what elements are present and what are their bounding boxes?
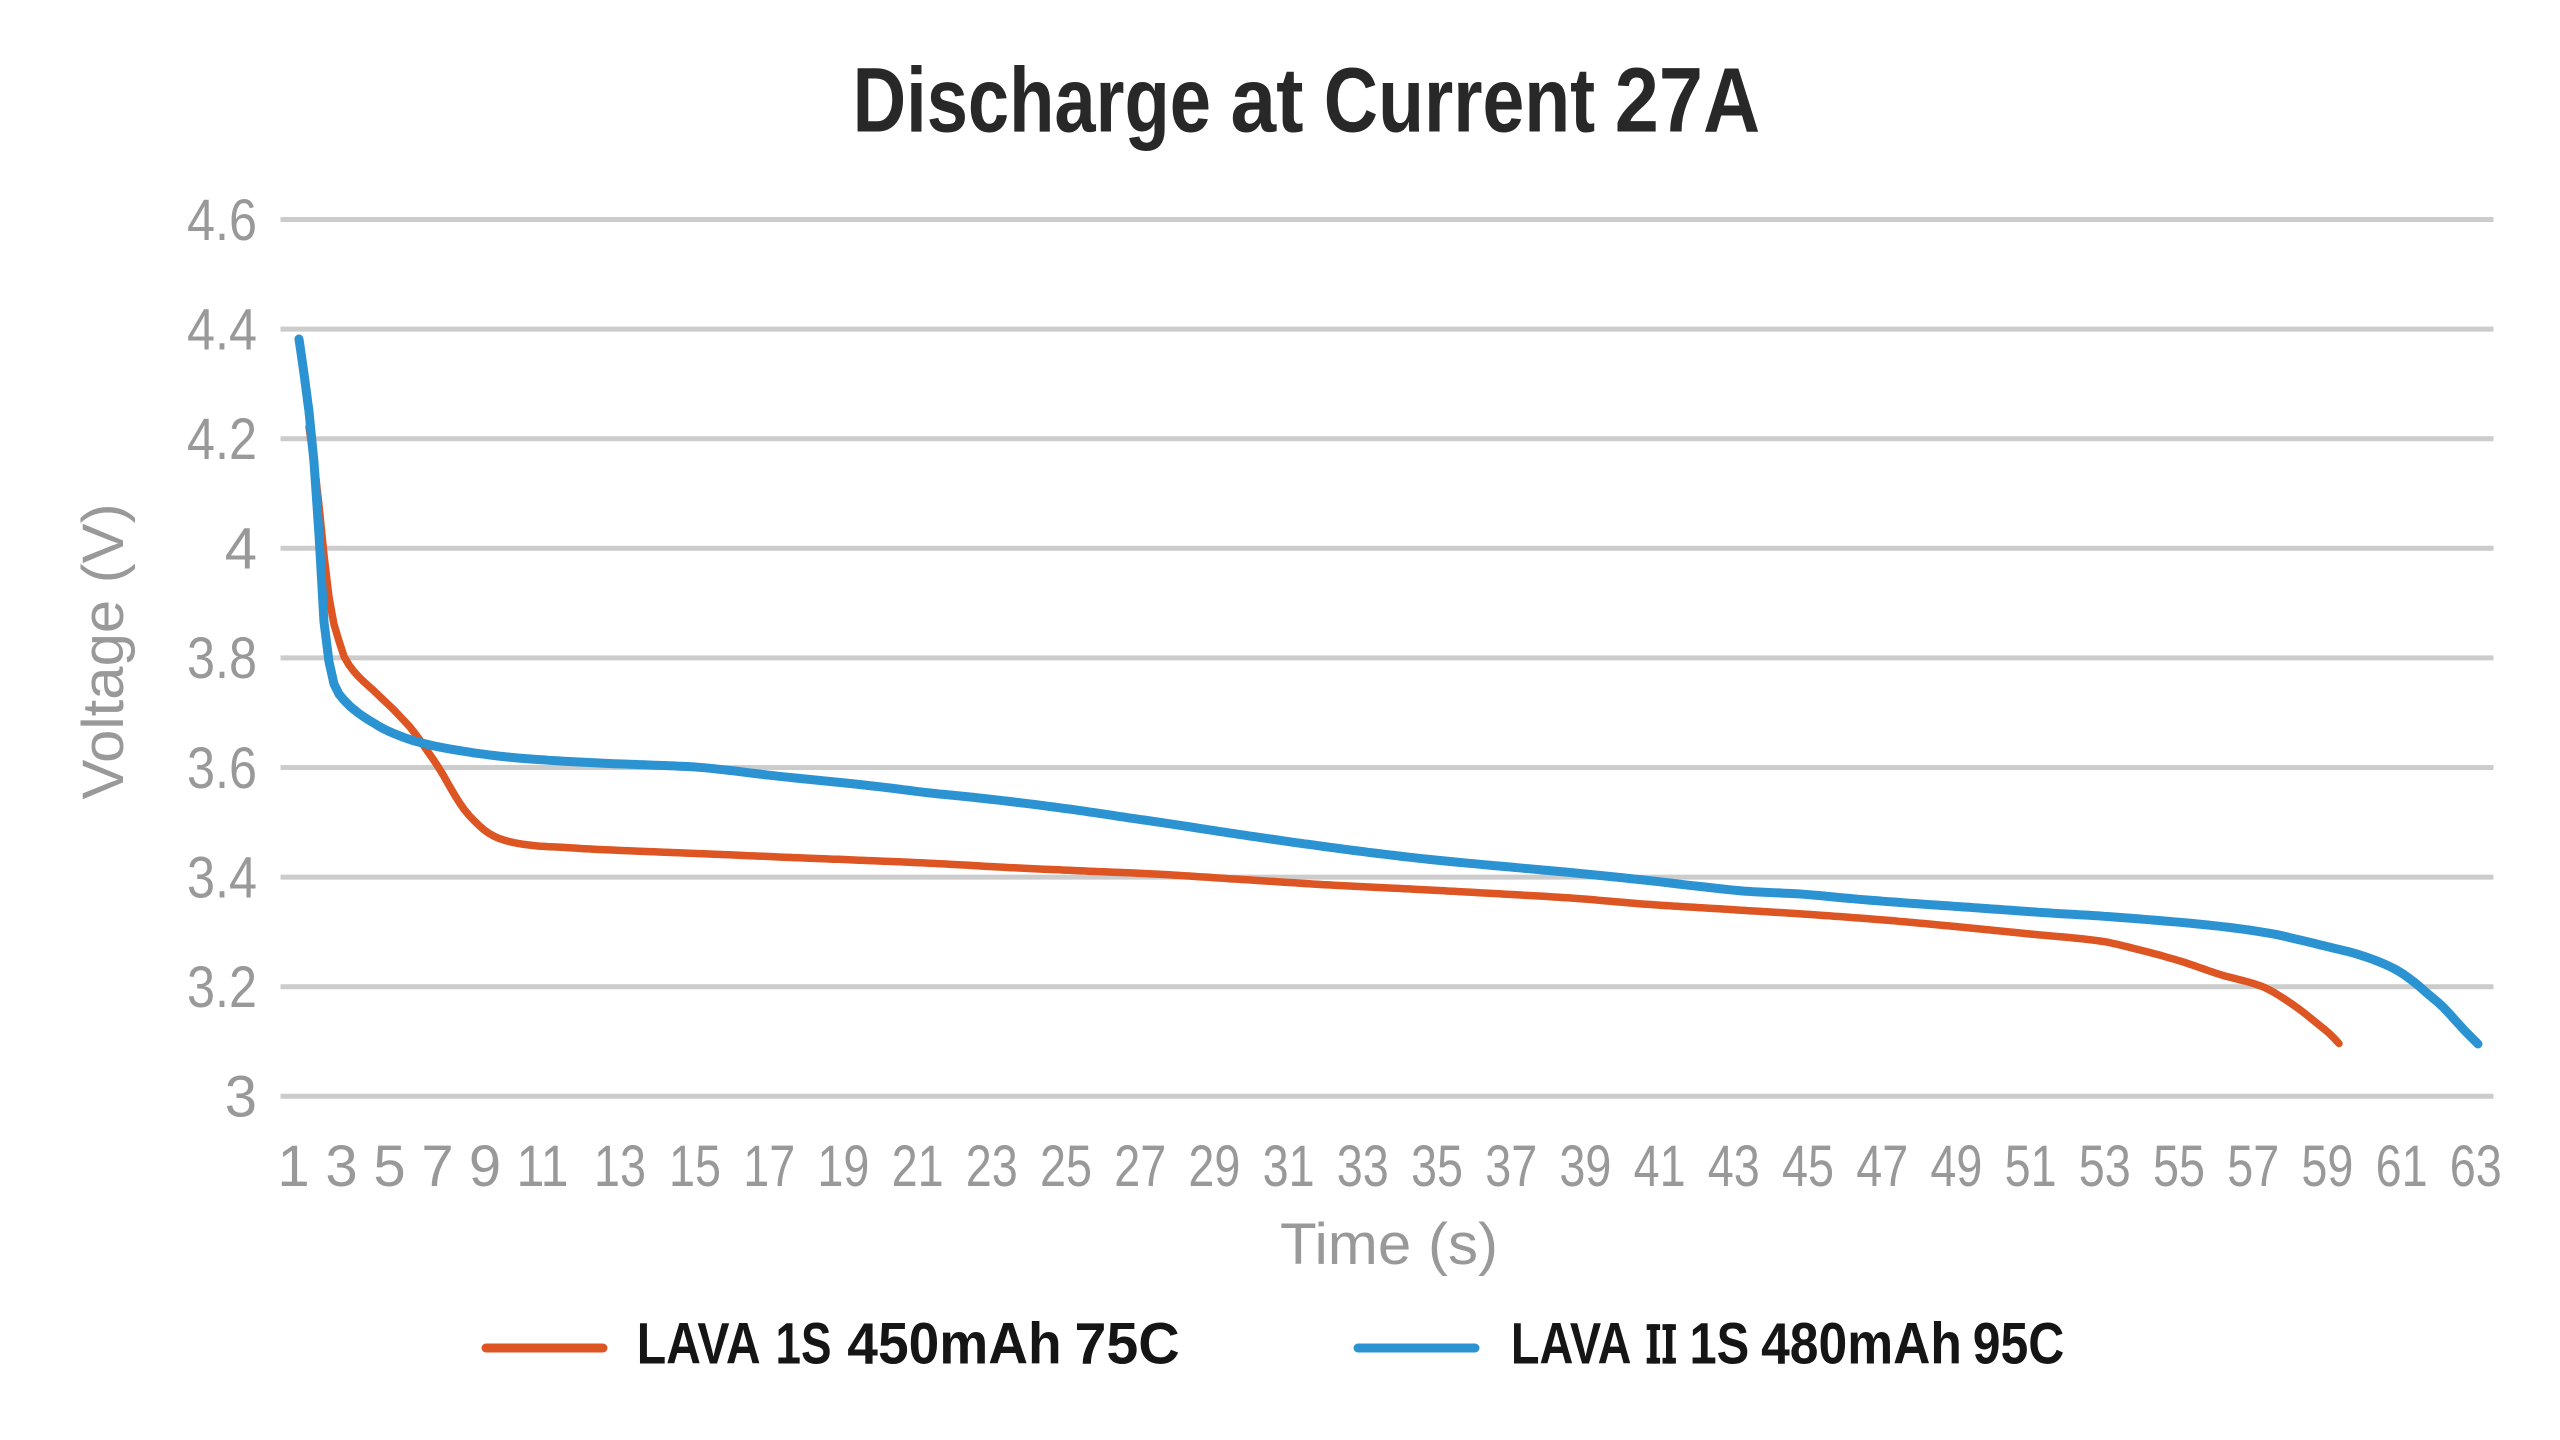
svg-text:23: 23 <box>966 1134 1018 1199</box>
svg-text:59: 59 <box>2301 1134 2353 1199</box>
svg-text:Current: Current <box>1324 50 1595 152</box>
svg-text:39: 39 <box>1559 1134 1611 1199</box>
svg-text:5: 5 <box>373 1134 405 1199</box>
svg-text:41: 41 <box>1634 1134 1686 1199</box>
svg-text:Time (s): Time (s) <box>1280 1212 1498 1277</box>
svg-text:Voltage (V): Voltage (V) <box>71 504 136 800</box>
svg-text:61: 61 <box>2376 1134 2428 1199</box>
svg-text:1S: 1S <box>776 1312 832 1377</box>
svg-text:21: 21 <box>892 1134 944 1199</box>
svg-text:47: 47 <box>1856 1134 1908 1199</box>
svg-text:450mAh: 450mAh <box>847 1312 1061 1377</box>
svg-text:35: 35 <box>1411 1134 1463 1199</box>
svg-text:11: 11 <box>517 1134 569 1199</box>
svg-text:17: 17 <box>743 1134 795 1199</box>
svg-text:Discharge: Discharge <box>853 50 1211 152</box>
svg-text:31: 31 <box>1263 1134 1315 1199</box>
svg-text:49: 49 <box>1930 1134 1982 1199</box>
svg-text:45: 45 <box>1782 1134 1834 1199</box>
svg-text:75C: 75C <box>1075 1312 1180 1377</box>
svg-text:4: 4 <box>225 517 257 582</box>
svg-text:51: 51 <box>2005 1134 2057 1199</box>
svg-text:LAVA: LAVA <box>1511 1312 1632 1377</box>
svg-text:13: 13 <box>594 1134 646 1199</box>
svg-text:LAVA: LAVA <box>637 1312 761 1377</box>
svg-text:4.2: 4.2 <box>187 407 257 472</box>
svg-text:33: 33 <box>1337 1134 1389 1199</box>
svg-text:55: 55 <box>2153 1134 2205 1199</box>
svg-text:15: 15 <box>669 1134 721 1199</box>
svg-text:43: 43 <box>1708 1134 1760 1199</box>
svg-text:25: 25 <box>1040 1134 1092 1199</box>
svg-text:3.8: 3.8 <box>187 626 257 691</box>
svg-text:1S: 1S <box>1690 1312 1750 1377</box>
svg-text:9: 9 <box>469 1134 501 1199</box>
svg-text:at: at <box>1230 50 1303 152</box>
svg-text:53: 53 <box>2079 1134 2131 1199</box>
svg-text:1: 1 <box>277 1134 309 1199</box>
svg-text:4.4: 4.4 <box>187 297 257 362</box>
svg-text:3.4: 3.4 <box>187 845 257 910</box>
svg-text:3.6: 3.6 <box>187 736 257 801</box>
svg-text:37: 37 <box>1485 1134 1537 1199</box>
svg-text:27A: 27A <box>1615 50 1760 152</box>
svg-text:3: 3 <box>225 1065 257 1130</box>
svg-text:57: 57 <box>2227 1134 2279 1199</box>
svg-text:27: 27 <box>1114 1134 1166 1199</box>
svg-text:4.6: 4.6 <box>187 188 257 253</box>
svg-text:3: 3 <box>325 1134 357 1199</box>
svg-text:95C: 95C <box>1973 1312 2065 1377</box>
svg-text:63: 63 <box>2450 1134 2502 1199</box>
svg-text:19: 19 <box>817 1134 869 1199</box>
svg-text:3.2: 3.2 <box>187 955 257 1020</box>
svg-text:29: 29 <box>1188 1134 1240 1199</box>
svg-text:7: 7 <box>421 1134 453 1199</box>
svg-text:480mAh: 480mAh <box>1761 1312 1962 1377</box>
